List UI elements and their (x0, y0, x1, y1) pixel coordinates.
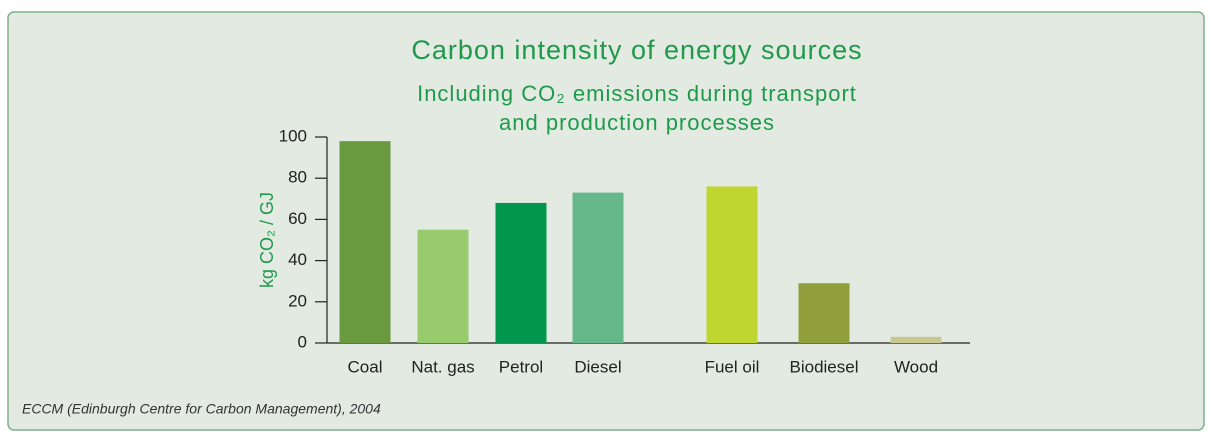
x-tick-label: Diesel (574, 357, 621, 376)
bar (417, 229, 469, 343)
bar (339, 141, 391, 343)
y-tick-label: 40 (288, 250, 307, 269)
bar (706, 186, 758, 343)
chart-title: Carbon intensity of energy sources (411, 35, 862, 65)
source: ECCM (Edinburgh Centre for Carbon Manage… (22, 401, 381, 417)
bar (572, 192, 624, 343)
chart-subtitle: Including CO₂ emissions during transport (417, 81, 857, 106)
x-tick-label: Nat. gas (411, 357, 474, 376)
y-tick-label: 60 (288, 209, 307, 228)
x-tick-label: Petrol (499, 357, 543, 376)
x-tick-label: Fuel oil (705, 357, 760, 376)
y-tick-label: 100 (279, 126, 307, 145)
y-tick-label: 0 (298, 332, 307, 351)
x-tick-label: Coal (348, 357, 383, 376)
chart-subtitle: and production processes (499, 110, 775, 135)
bar (798, 283, 850, 343)
x-tick-label: Biodiesel (790, 357, 859, 376)
y-axis-label: kg CO₂ / GJ (257, 192, 277, 288)
y-tick-label: 20 (288, 291, 307, 310)
bar (495, 202, 547, 343)
bar (890, 336, 942, 343)
y-tick-label: 80 (288, 168, 307, 187)
x-tick-label: Wood (894, 357, 938, 376)
